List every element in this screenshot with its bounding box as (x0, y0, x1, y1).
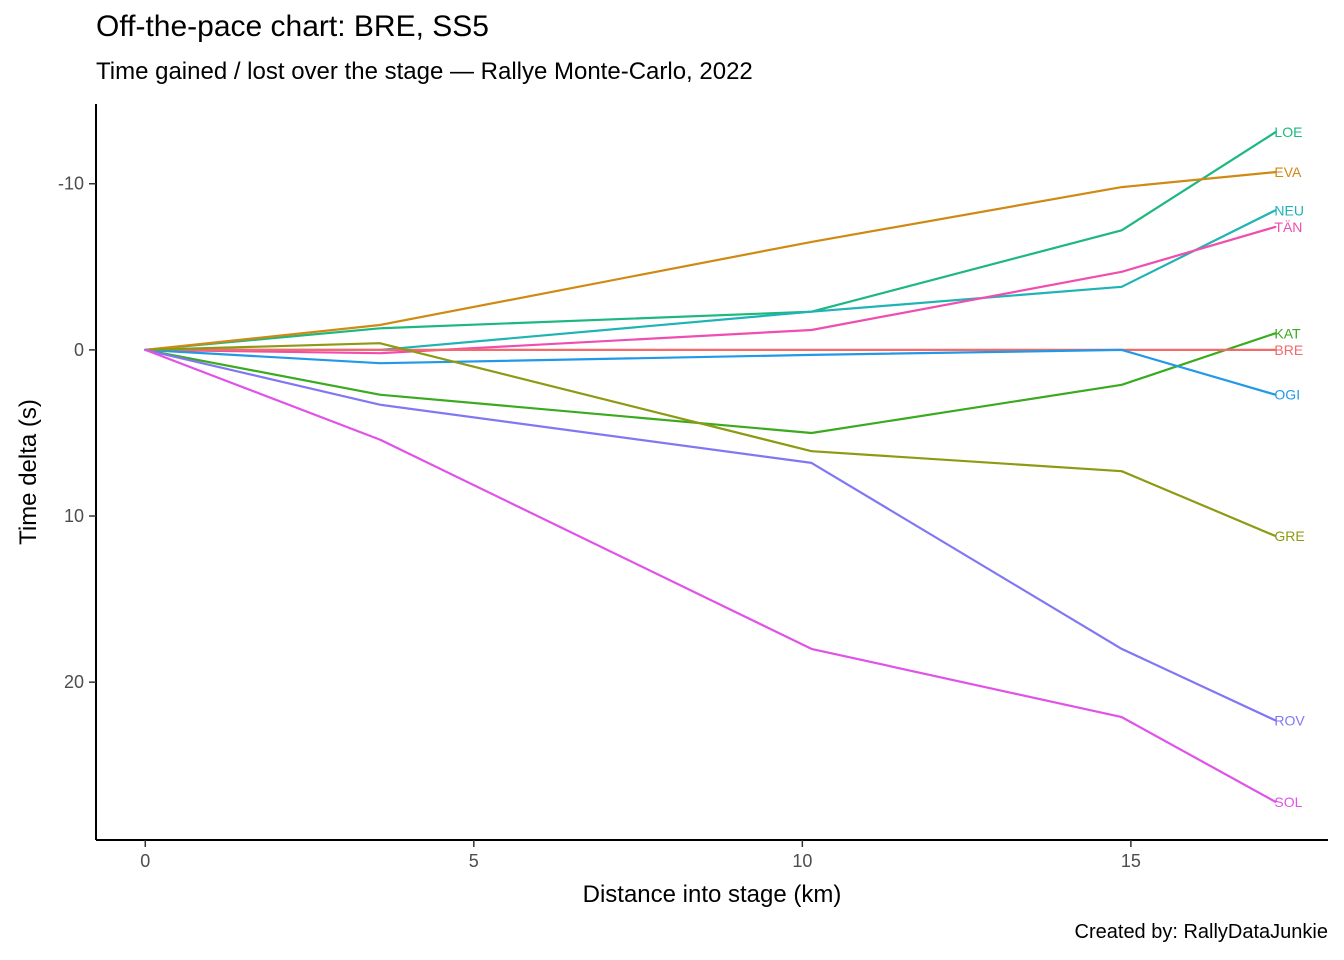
series-label-eva: EVA (1274, 164, 1302, 180)
y-tick-label: 0 (74, 340, 84, 360)
chart-subtitle: Time gained / lost over the stage — Rall… (96, 58, 753, 85)
series-lines (144, 131, 1277, 803)
series-label-loe: LOE (1274, 124, 1302, 140)
series-label-gre: GRE (1274, 528, 1304, 544)
chart-caption: Created by: RallyDataJunkie (1074, 921, 1328, 943)
x-tick-label: 10 (792, 851, 812, 871)
axes: 0 5 10 15 -10 0 10 20 (58, 104, 1328, 871)
series-line-gre (144, 342, 1277, 538)
x-axis-title: Distance into stage (km) (583, 881, 842, 908)
y-tick-label: 10 (64, 506, 84, 526)
series-label-tän: TÄN (1274, 219, 1302, 235)
series-label-kat: KAT (1274, 325, 1301, 341)
series-line-ogi (144, 348, 1277, 396)
series-line-tän (144, 225, 1277, 355)
x-tick-label: 15 (1121, 851, 1141, 871)
series-line-neu (144, 209, 1277, 351)
series-label-bre: BRE (1274, 342, 1303, 358)
y-axis-title: Time delta (s) (15, 399, 42, 545)
chart-title: Off-the-pace chart: BRE, SS5 (96, 10, 489, 43)
y-tick-label: -10 (58, 174, 84, 194)
x-tick-label: 5 (469, 851, 479, 871)
y-tick-label: 20 (64, 672, 84, 692)
series-label-sol: SOL (1274, 794, 1302, 810)
series-label-rov: ROV (1274, 712, 1305, 728)
series-line-kat (144, 332, 1277, 435)
x-tick-label: 0 (140, 851, 150, 871)
series-label-ogi: OGI (1274, 387, 1300, 403)
series-line-sol (144, 348, 1277, 803)
series-label-neu: NEU (1274, 202, 1304, 218)
series-line-rov (144, 348, 1277, 722)
series-line-eva (144, 171, 1277, 351)
series-line-loe (144, 131, 1277, 351)
